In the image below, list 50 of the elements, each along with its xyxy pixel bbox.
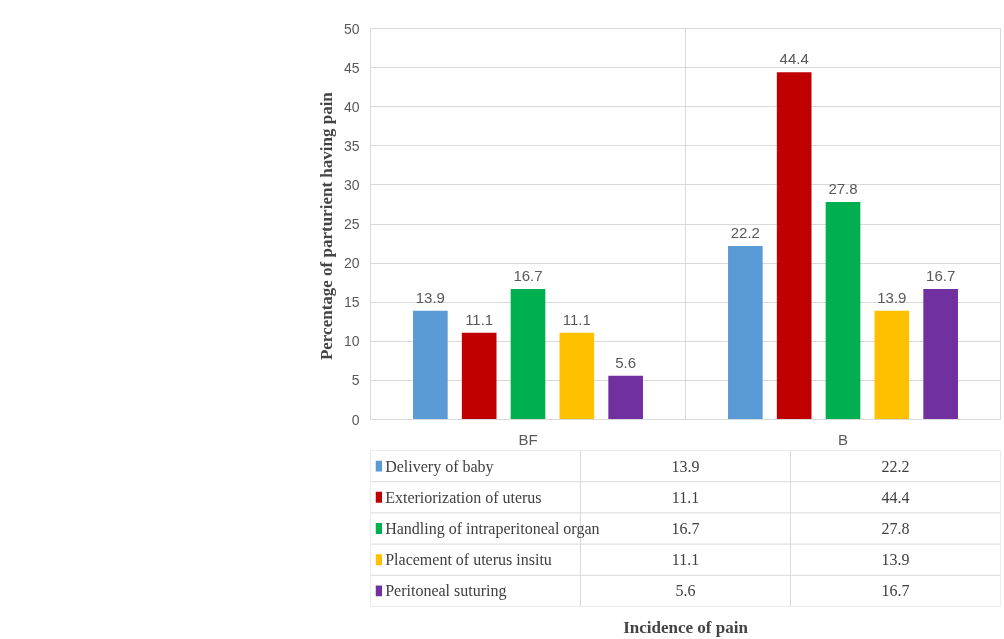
text: Incidence of pain	[623, 617, 749, 637]
y-axis-title: Percentage of parturient having pain	[316, 91, 336, 361]
legend-label: Placement of uterus insitu	[385, 551, 552, 569]
bar	[923, 288, 958, 420]
text: 11.1	[671, 488, 700, 506]
legend-label: Delivery of baby	[385, 457, 494, 476]
text: 44.4	[881, 488, 910, 506]
y-tick-label: 35	[343, 137, 360, 154]
y-tick-label: 15	[343, 294, 360, 311]
bar	[874, 310, 910, 420]
text: 5.6	[675, 582, 696, 600]
bar	[461, 332, 497, 420]
data-label: 11.1	[465, 310, 494, 328]
y-tick-label: 40	[343, 98, 360, 115]
legend-label: Peritoneal suturing	[385, 582, 507, 601]
data-label: 16.7	[513, 267, 543, 285]
y-tick-label: 10	[343, 333, 360, 350]
data-label: 13.9	[877, 288, 907, 306]
y-tick-label: 30	[343, 176, 360, 193]
data-label: 5.6	[615, 353, 637, 371]
data-label: 44.4	[779, 50, 809, 68]
text: 13.9	[671, 457, 700, 475]
text: 13.9	[881, 551, 910, 569]
y-tick-label: 5	[351, 372, 360, 389]
text: 16.7	[881, 582, 910, 600]
data-label: 16.7	[926, 267, 956, 285]
data-label: 11.1	[562, 310, 591, 328]
y-tick-label: 25	[343, 216, 360, 232]
text: 16.7	[671, 520, 700, 537]
text: 27.8	[881, 520, 910, 537]
bar	[608, 375, 643, 420]
x-tick-label: B	[838, 430, 849, 448]
y-tick-label: 50	[343, 20, 360, 37]
x-tick-label: BF	[518, 430, 538, 448]
data-label: 13.9	[415, 288, 445, 306]
text: 11.1	[671, 551, 700, 569]
bar	[413, 310, 448, 420]
y-tick-label: 0	[351, 411, 360, 428]
data-label: 22.2	[730, 224, 760, 242]
y-tick-label: 20	[343, 255, 360, 272]
legend-label: Handling of intraperitoneal organ	[385, 520, 600, 538]
bar	[776, 72, 812, 420]
bar	[510, 288, 546, 420]
legend-label: Exteriorization of uterus	[385, 488, 542, 506]
bar	[559, 332, 595, 420]
y-tick-label: 45	[343, 59, 360, 76]
data-label: 27.8	[828, 180, 858, 198]
bar	[728, 245, 763, 420]
text: 22.2	[881, 457, 910, 475]
bar	[825, 202, 861, 420]
